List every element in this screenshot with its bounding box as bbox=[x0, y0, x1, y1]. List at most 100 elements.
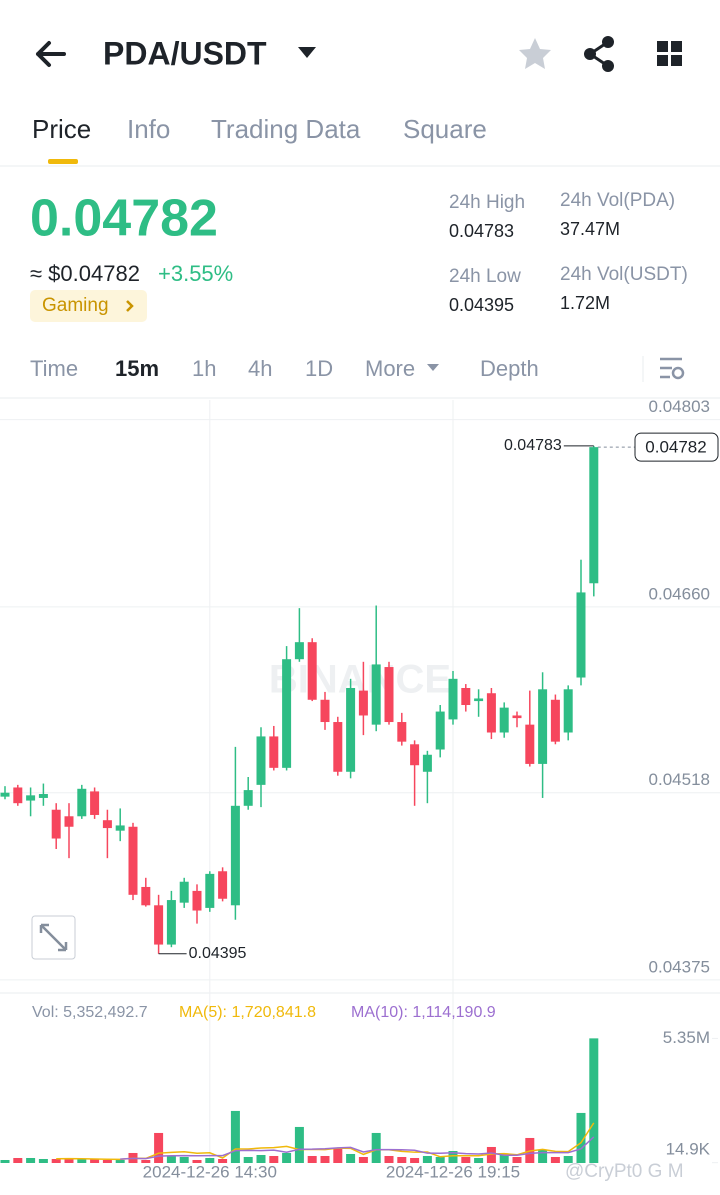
last-price: 0.04782 bbox=[30, 190, 218, 248]
stat-label: 24h Vol(USDT) bbox=[560, 264, 688, 285]
tag-chevron[interactable] bbox=[126, 300, 134, 312]
candle-body bbox=[320, 699, 330, 723]
candle-body bbox=[102, 820, 112, 829]
volume-bar bbox=[51, 1158, 61, 1163]
interval[interactable]: More bbox=[365, 356, 415, 381]
volume-bar bbox=[563, 1155, 573, 1163]
candle-body bbox=[499, 707, 509, 733]
stat-label: 24h High bbox=[449, 192, 525, 213]
volume-bar bbox=[538, 1149, 548, 1163]
volume-bar bbox=[218, 1158, 228, 1163]
favorite-icon[interactable] bbox=[519, 38, 551, 69]
candle-body bbox=[550, 699, 560, 742]
interval-active[interactable]: 15m bbox=[115, 356, 159, 381]
candle-body bbox=[358, 690, 368, 716]
interval[interactable]: Depth bbox=[480, 356, 539, 381]
volume-bar bbox=[512, 1156, 522, 1163]
candle-body bbox=[474, 698, 484, 702]
volume-bar bbox=[333, 1148, 343, 1163]
tab[interactable]: Square bbox=[403, 114, 487, 144]
tab[interactable]: Price bbox=[32, 114, 91, 144]
volume-bar bbox=[205, 1157, 215, 1163]
volume-bar bbox=[320, 1155, 330, 1163]
volume-bar bbox=[294, 1126, 304, 1163]
ma10-text: MA(10): 1,114,190.9 bbox=[351, 1004, 496, 1021]
x-tick-label: 2024-12-26 19:15 bbox=[386, 1162, 520, 1181]
volume-bar bbox=[0, 1159, 10, 1163]
volume-bar bbox=[307, 1155, 317, 1163]
candle-body bbox=[0, 792, 10, 797]
volume-bar bbox=[269, 1155, 279, 1163]
volume-bar bbox=[486, 1146, 496, 1163]
settings-icon[interactable] bbox=[660, 357, 685, 380]
vol-text: Vol: 5,352,492.7 bbox=[32, 1004, 148, 1021]
volume-bar bbox=[358, 1156, 368, 1163]
volume-bar bbox=[499, 1154, 509, 1163]
candle-body bbox=[77, 788, 87, 817]
candle-body bbox=[486, 693, 496, 733]
volume-bar bbox=[13, 1157, 23, 1163]
candle-body bbox=[410, 744, 420, 766]
candle-body bbox=[589, 447, 599, 584]
candle-body bbox=[333, 722, 343, 772]
volume-bar bbox=[38, 1158, 48, 1163]
candle-body bbox=[563, 689, 573, 733]
share-icon[interactable] bbox=[584, 36, 614, 72]
candle-body bbox=[538, 689, 548, 764]
tag-text[interactable]: Gaming bbox=[42, 295, 109, 316]
interval[interactable]: Time bbox=[30, 356, 78, 381]
candle-body bbox=[90, 791, 100, 815]
volume-bar bbox=[461, 1156, 471, 1163]
volume-bar bbox=[435, 1156, 445, 1163]
candle-body bbox=[141, 886, 151, 906]
menu-icon[interactable] bbox=[657, 41, 682, 66]
candle-body bbox=[294, 642, 304, 660]
candle-body bbox=[435, 711, 445, 750]
candle-body bbox=[461, 687, 471, 706]
candle-body bbox=[243, 790, 253, 806]
volume-bar bbox=[346, 1153, 356, 1163]
pair-title[interactable]: PDA/USDT bbox=[103, 35, 267, 71]
tab-indicator bbox=[48, 159, 78, 164]
candle-body bbox=[166, 900, 176, 945]
volume-bar bbox=[102, 1159, 112, 1163]
stat-label: 24h Low bbox=[449, 266, 521, 287]
candle-body bbox=[576, 592, 586, 678]
volume-bar bbox=[410, 1157, 420, 1163]
interval[interactable]: 1h bbox=[192, 356, 216, 381]
last-price-label: 0.04782 bbox=[645, 438, 706, 457]
x-tick-label: 2024-12-26 14:30 bbox=[143, 1162, 277, 1181]
more-caret[interactable] bbox=[427, 364, 439, 371]
tag-pill[interactable] bbox=[30, 290, 147, 322]
candle-body bbox=[422, 754, 432, 772]
candle-body bbox=[384, 667, 394, 723]
volume-bar bbox=[448, 1150, 458, 1163]
candle-body bbox=[115, 825, 125, 831]
volume-bar bbox=[26, 1157, 36, 1163]
candle-body bbox=[205, 873, 215, 908]
volume-bar bbox=[115, 1159, 125, 1163]
stat-value: 37.47M bbox=[560, 219, 620, 239]
y-tick-label: 0.04375 bbox=[649, 957, 710, 976]
volume-bar bbox=[550, 1156, 560, 1163]
candle-body bbox=[26, 795, 36, 801]
expand-icon[interactable] bbox=[39, 923, 68, 952]
high-label: 0.04783 bbox=[504, 437, 562, 454]
volume-bar bbox=[154, 1132, 164, 1163]
volume-bar bbox=[166, 1155, 176, 1163]
candle-body bbox=[218, 871, 228, 899]
volume-bar bbox=[282, 1152, 292, 1163]
vol-tick-label: 14.9K bbox=[666, 1139, 711, 1158]
candle-body bbox=[512, 715, 522, 719]
interval[interactable]: 1D bbox=[305, 356, 333, 381]
tab[interactable]: Info bbox=[127, 114, 170, 144]
candle-body bbox=[307, 642, 317, 700]
interval[interactable]: 4h bbox=[248, 356, 272, 381]
candle-body bbox=[371, 664, 381, 725]
back-icon[interactable] bbox=[36, 41, 66, 67]
tab[interactable]: Trading Data bbox=[211, 114, 361, 144]
volume-bar bbox=[64, 1158, 74, 1163]
pair-caret[interactable] bbox=[298, 47, 316, 58]
